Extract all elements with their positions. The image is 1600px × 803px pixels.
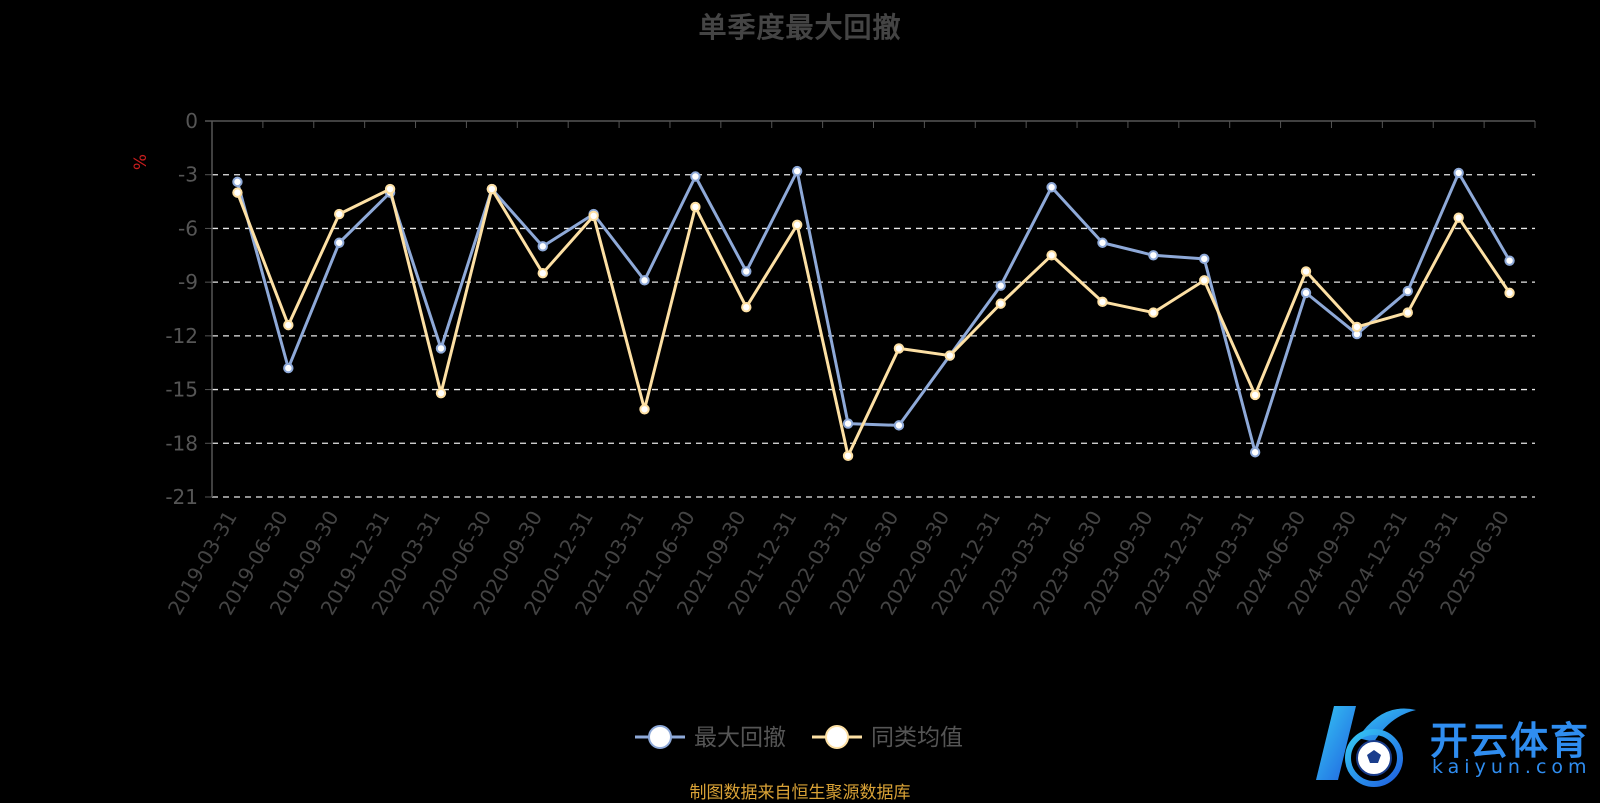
chart-title: 单季度最大回撤	[698, 11, 902, 44]
data-point	[1046, 182, 1057, 193]
watermark: 开云体育 kaiyun.com	[1312, 698, 1592, 788]
data-point	[1097, 296, 1108, 308]
data-point	[486, 183, 498, 195]
data-point	[1402, 307, 1413, 318]
data-point	[384, 183, 396, 195]
y-tick-label: -6	[178, 216, 198, 240]
data-point	[690, 171, 701, 182]
data-point	[537, 241, 548, 252]
watermark-domain: kaiyun.com	[1432, 756, 1592, 778]
data-point	[639, 404, 650, 415]
data-point	[1097, 237, 1108, 248]
data-point	[639, 275, 650, 286]
data-point	[1504, 287, 1515, 299]
legend-marker	[825, 725, 849, 749]
series-group	[232, 165, 1515, 462]
data-point	[1453, 167, 1464, 179]
y-tick-label: -18	[165, 431, 198, 455]
data-point	[842, 450, 854, 462]
y-tick-label: 0	[185, 109, 198, 133]
series-line-2	[236, 187, 1511, 458]
legend-marker	[648, 725, 672, 749]
data-point	[690, 201, 701, 213]
y-tick-label: -12	[165, 324, 198, 348]
data-point	[588, 210, 599, 222]
data-point	[893, 420, 905, 431]
y-tick-label: -15	[165, 378, 198, 402]
data-point	[1504, 255, 1515, 266]
data-point	[1402, 285, 1413, 297]
kaiyun-logo-icon	[1316, 706, 1416, 787]
data-point	[995, 298, 1006, 309]
data-point	[944, 350, 956, 361]
grid-lines	[212, 174, 1535, 498]
x-axis-ticks: 2019-03-312019-06-302019-09-302019-12-31…	[163, 121, 1536, 619]
y-tick-label: -9	[178, 270, 198, 294]
data-point	[1453, 212, 1464, 223]
data-point	[283, 362, 294, 374]
data-point	[1351, 321, 1363, 333]
data-point	[741, 302, 752, 313]
series-line-1	[235, 169, 1511, 454]
data-point	[1300, 266, 1312, 277]
data-point	[1249, 447, 1261, 458]
data-point	[1046, 250, 1057, 261]
legend: 最大回撤 同类均值	[635, 725, 963, 751]
y-axis-ticks: 0 -3 -6 -9 -12 -15 -18 -21	[165, 109, 212, 509]
data-point	[1300, 287, 1312, 299]
data-point	[232, 187, 243, 198]
data-point	[435, 343, 447, 354]
legend-label: 最大回撤	[694, 725, 786, 751]
data-point	[283, 319, 294, 331]
data-point	[334, 208, 345, 220]
data-point	[1148, 250, 1159, 261]
data-point	[435, 387, 447, 399]
data-point	[1249, 389, 1261, 401]
axes	[205, 120, 1535, 497]
data-point	[537, 267, 548, 279]
data-point	[232, 176, 243, 188]
data-point	[791, 219, 803, 231]
y-tick-label: -3	[178, 163, 198, 187]
data-source-note: 制图数据来自恒生聚源数据库	[689, 783, 911, 803]
data-point	[893, 343, 905, 354]
data-point	[791, 165, 803, 177]
watermark-name: 开云体育	[1430, 719, 1591, 763]
data-point	[995, 280, 1006, 291]
legend-label: 同类均值	[871, 725, 963, 751]
data-point	[1199, 253, 1210, 265]
data-point	[334, 237, 345, 248]
data-point	[842, 418, 854, 429]
data-point	[741, 266, 752, 277]
y-tick-label: -21	[165, 485, 198, 509]
data-point	[1199, 275, 1210, 286]
data-point	[1148, 307, 1159, 318]
y-axis-unit-label: %	[131, 154, 151, 170]
